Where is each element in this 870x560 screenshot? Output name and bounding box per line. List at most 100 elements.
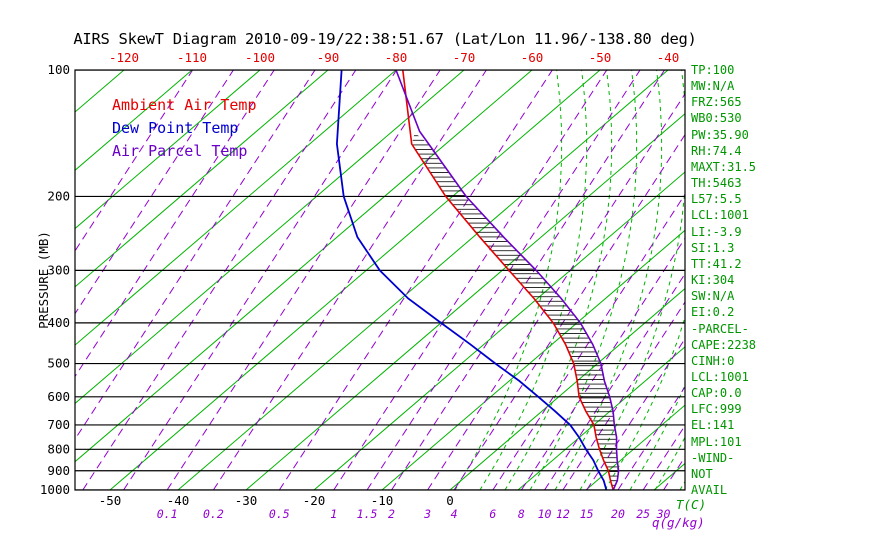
bottom-temp-tick-label: -20 bbox=[303, 493, 326, 508]
isotherm-line bbox=[75, 70, 261, 230]
grid-lines bbox=[75, 70, 685, 490]
bottom-temp-tick-label: -30 bbox=[235, 493, 258, 508]
stat-line: PW:35.90 bbox=[691, 127, 749, 142]
mixing-ratio-tick-label: 2 bbox=[388, 507, 395, 521]
sounding-curves bbox=[335, 70, 620, 490]
stat-line: EI:0.2 bbox=[691, 305, 735, 320]
stat-line: KI:304 bbox=[691, 273, 735, 288]
pressure-tick-label: 500 bbox=[47, 356, 70, 371]
stat-line: TP:100 bbox=[691, 63, 735, 77]
isotherm-line bbox=[313, 171, 685, 490]
isotherm-line bbox=[653, 462, 685, 490]
pressure-tick-label: 900 bbox=[47, 463, 70, 478]
top-temp-tick-label: -60 bbox=[521, 50, 544, 65]
top-temp-tick-label: -50 bbox=[589, 50, 612, 65]
stat-line: MW:N/A bbox=[691, 79, 735, 94]
mixing-ratio-line bbox=[453, 133, 685, 490]
mixing-ratio-tick-label: 30 bbox=[656, 507, 671, 521]
mixing-unit-label: q(g/kg) bbox=[652, 515, 705, 530]
stat-line: L57:5.5 bbox=[691, 192, 742, 207]
top-temp-tick-label: -70 bbox=[453, 50, 476, 65]
isotherm-line bbox=[109, 70, 601, 490]
mixing-ratio-line bbox=[278, 70, 553, 490]
mixing-ratio-tick-label: 15 bbox=[580, 507, 594, 521]
isotherm-line bbox=[449, 287, 685, 490]
mixing-ratio-tick-label: 8 bbox=[518, 507, 525, 521]
pressure-tick-label: 1000 bbox=[40, 482, 70, 497]
mixing-ratio-line bbox=[75, 70, 194, 252]
pressure-tick-label: 200 bbox=[47, 188, 70, 203]
stat-line: LFC:999 bbox=[691, 402, 742, 417]
bottom-temp-tick-label: -10 bbox=[371, 493, 394, 508]
stat-line: -PARCEL- bbox=[691, 321, 749, 336]
mixing-ratio-tick-label: 12 bbox=[556, 507, 570, 521]
stat-line: LCL:1001 bbox=[691, 369, 749, 384]
chart-title: AIRS SkewT Diagram 2010-09-19/22:38:51.6… bbox=[73, 30, 697, 48]
bottom-temp-tick-label: 0 bbox=[446, 493, 454, 508]
pressure-tick-label: 600 bbox=[47, 389, 70, 404]
isotherm-line bbox=[75, 70, 533, 463]
pressure-tick-label: 800 bbox=[47, 441, 70, 456]
stat-line: AVAIL bbox=[691, 483, 728, 498]
stat-line: LI:-3.9 bbox=[691, 224, 742, 239]
stat-line: SW:N/A bbox=[691, 289, 735, 304]
cape-hatch-area bbox=[411, 132, 619, 490]
stat-line: LCL:1001 bbox=[691, 208, 749, 223]
moist-adiabat-line bbox=[529, 70, 638, 490]
stat-line: NOT bbox=[691, 466, 713, 481]
stat-line: WB0:530 bbox=[691, 111, 742, 126]
mixing-ratio-line bbox=[333, 70, 608, 490]
stat-line: TH:5463 bbox=[691, 176, 742, 191]
pressure-tick-label: 300 bbox=[47, 262, 70, 277]
top-temp-tick-label: -90 bbox=[317, 50, 340, 65]
pressure-axis-label: PRESSURE (MB) bbox=[36, 231, 51, 329]
isotherm-line bbox=[245, 113, 685, 490]
dewpoint-curve bbox=[335, 70, 608, 490]
mixing-ratio-tick-label: 0.5 bbox=[269, 507, 290, 521]
moist-adiabat-line bbox=[504, 70, 613, 490]
isotherm-line bbox=[75, 70, 397, 346]
stat-line: EL:141 bbox=[691, 418, 735, 433]
mixing-ratio-tick-label: 0.1 bbox=[157, 507, 178, 521]
stat-line: CINH:0 bbox=[691, 353, 735, 368]
mixing-ratio-tick-label: 4 bbox=[451, 507, 458, 521]
stat-line: MAXT:31.5 bbox=[691, 159, 757, 174]
isotherm-line bbox=[75, 70, 329, 288]
mixing-ratio-tick-label: 3 bbox=[423, 507, 431, 521]
moist-adiabat-line bbox=[579, 70, 685, 490]
pressure-tick-label: 400 bbox=[47, 315, 70, 330]
top-temp-tick-label: -80 bbox=[385, 50, 408, 65]
mixing-ratio-tick-label: 25 bbox=[636, 507, 650, 521]
mixing-ratio-tick-label: 0.2 bbox=[203, 507, 224, 521]
legend-air-parcel-temp: Air Parcel Temp bbox=[112, 142, 248, 160]
mixing-ratio-line bbox=[75, 70, 316, 441]
mixing-ratio-line bbox=[82, 70, 357, 490]
plot-frame bbox=[74, 69, 686, 491]
bottom-temp-tick-label: -50 bbox=[99, 493, 122, 508]
stat-line: FRZ:565 bbox=[691, 95, 742, 110]
stat-line: -WIND- bbox=[691, 450, 735, 465]
mixing-ratio-line bbox=[544, 272, 685, 490]
top-temp-tick-label: -110 bbox=[177, 50, 207, 65]
stat-line: TT:41.2 bbox=[691, 256, 742, 271]
pressure-tick-label: 100 bbox=[47, 62, 70, 77]
moist-adiabat-line bbox=[629, 383, 685, 490]
stat-line: RH:74.4 bbox=[691, 143, 742, 158]
mixing-ratio-tick-label: 6 bbox=[489, 507, 496, 521]
mixing-ratio-tick-label: 10 bbox=[538, 507, 552, 521]
mixing-ratio-line bbox=[642, 424, 685, 490]
isotherm-line bbox=[75, 70, 193, 171]
stat-line: MPL:101 bbox=[691, 434, 742, 449]
mixing-ratio-line bbox=[75, 70, 275, 378]
stat-line: CAP:0.0 bbox=[691, 386, 742, 401]
mixing-ratio-line bbox=[166, 70, 441, 490]
isotherm-line bbox=[381, 229, 685, 490]
mixing-ratio-line bbox=[520, 237, 685, 490]
parcel-curve bbox=[395, 70, 620, 490]
top-temp-tick-label: -100 bbox=[245, 50, 275, 65]
top-temp-tick-label: -40 bbox=[657, 50, 680, 65]
mixing-ratio-line bbox=[366, 70, 641, 490]
top-temp-tick-label: -120 bbox=[109, 50, 139, 65]
